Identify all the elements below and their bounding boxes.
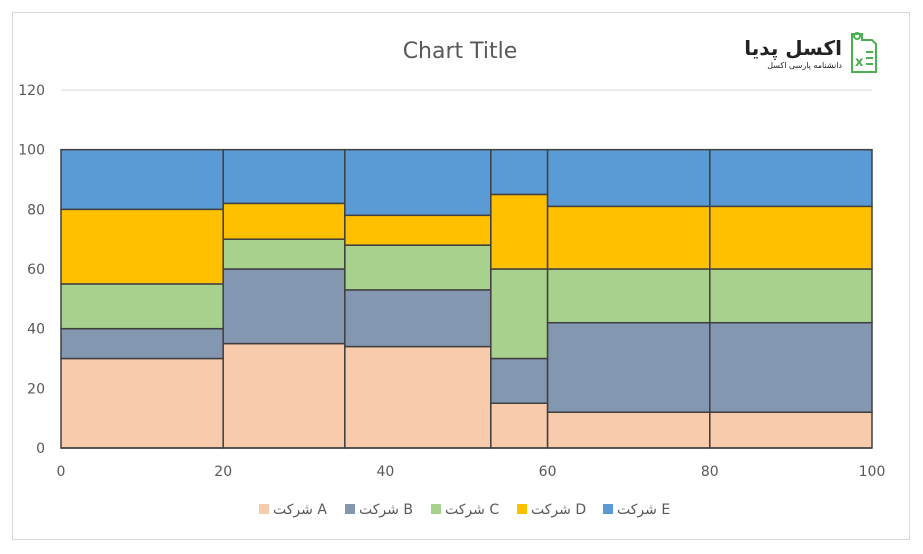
bar-segment — [490, 357, 549, 404]
logo-subtitle: دانشنامه پارسی اکسل — [767, 61, 842, 70]
legend-swatch — [259, 504, 269, 514]
bar-segment — [222, 148, 346, 205]
x-axis: 0 20 40 60 80 100 — [57, 447, 886, 480]
legend-swatch — [603, 504, 613, 514]
legend-swatch — [517, 504, 527, 514]
bar-segment — [60, 327, 224, 360]
y-tick-label: 100 — [18, 143, 45, 159]
legend-label: شرکت E — [617, 502, 670, 518]
bar-segment — [344, 345, 492, 449]
excel-book-icon: x — [851, 32, 877, 73]
bar-segment — [60, 148, 224, 211]
legend-swatch — [345, 504, 355, 514]
bar-segment — [344, 244, 492, 291]
bar-segment — [709, 321, 873, 413]
y-tick-label: 120 — [18, 83, 45, 99]
legend-label: شرکت C — [445, 502, 499, 518]
bar-segment — [60, 357, 224, 449]
legend-label: شرکت D — [531, 502, 586, 518]
x-tick-label: 100 — [859, 464, 886, 480]
x-tick-label: 60 — [539, 464, 557, 480]
x-tick-label: 20 — [214, 464, 232, 480]
bar-segment — [546, 411, 711, 449]
y-tick-label: 20 — [27, 381, 45, 397]
bar-segment — [709, 205, 873, 270]
chart-title: Chart Title — [403, 39, 518, 64]
legend-swatch — [431, 504, 441, 514]
bar-segment — [490, 402, 549, 449]
bar-segment — [222, 238, 346, 270]
legend: شرکت A شرکت B شرکت C شرکت D شرکت E — [259, 502, 670, 518]
bars — [60, 148, 873, 449]
legend-label: شرکت B — [359, 502, 413, 518]
bar-segment — [60, 283, 224, 330]
y-tick-label: 40 — [27, 322, 45, 338]
bar-segment — [222, 202, 346, 240]
y-tick-label: 0 — [36, 441, 45, 457]
bar-segment — [60, 208, 224, 285]
x-tick-label: 0 — [57, 464, 66, 480]
bar-segment — [490, 148, 549, 196]
legend-label: شرکت A — [273, 502, 327, 518]
bar-segment — [709, 411, 873, 449]
bar-segment — [546, 321, 711, 413]
bar-segment — [546, 268, 711, 324]
bar-segment — [546, 205, 711, 270]
y-tick-label: 60 — [27, 262, 45, 278]
bar-segment — [344, 289, 492, 348]
bar-segment — [222, 342, 346, 449]
bar-segment — [344, 214, 492, 246]
logo-title: اکسل پدیا — [744, 36, 842, 61]
bar-segment — [709, 268, 873, 324]
x-tick-label: 40 — [376, 464, 394, 480]
y-axis: 0 20 40 60 80 100 120 — [18, 83, 45, 457]
bar-segment — [490, 268, 549, 360]
bar-segment — [222, 268, 346, 345]
y-tick-label: 80 — [27, 202, 45, 218]
svg-text:x: x — [855, 55, 864, 70]
bar-segment — [490, 193, 549, 270]
bar-segment — [546, 148, 711, 208]
x-tick-label: 80 — [701, 464, 719, 480]
logo: x اکسل پدیا دانشنامه پارسی اکسل — [744, 32, 877, 73]
bar-segment — [709, 148, 873, 208]
bar-segment — [344, 148, 492, 217]
